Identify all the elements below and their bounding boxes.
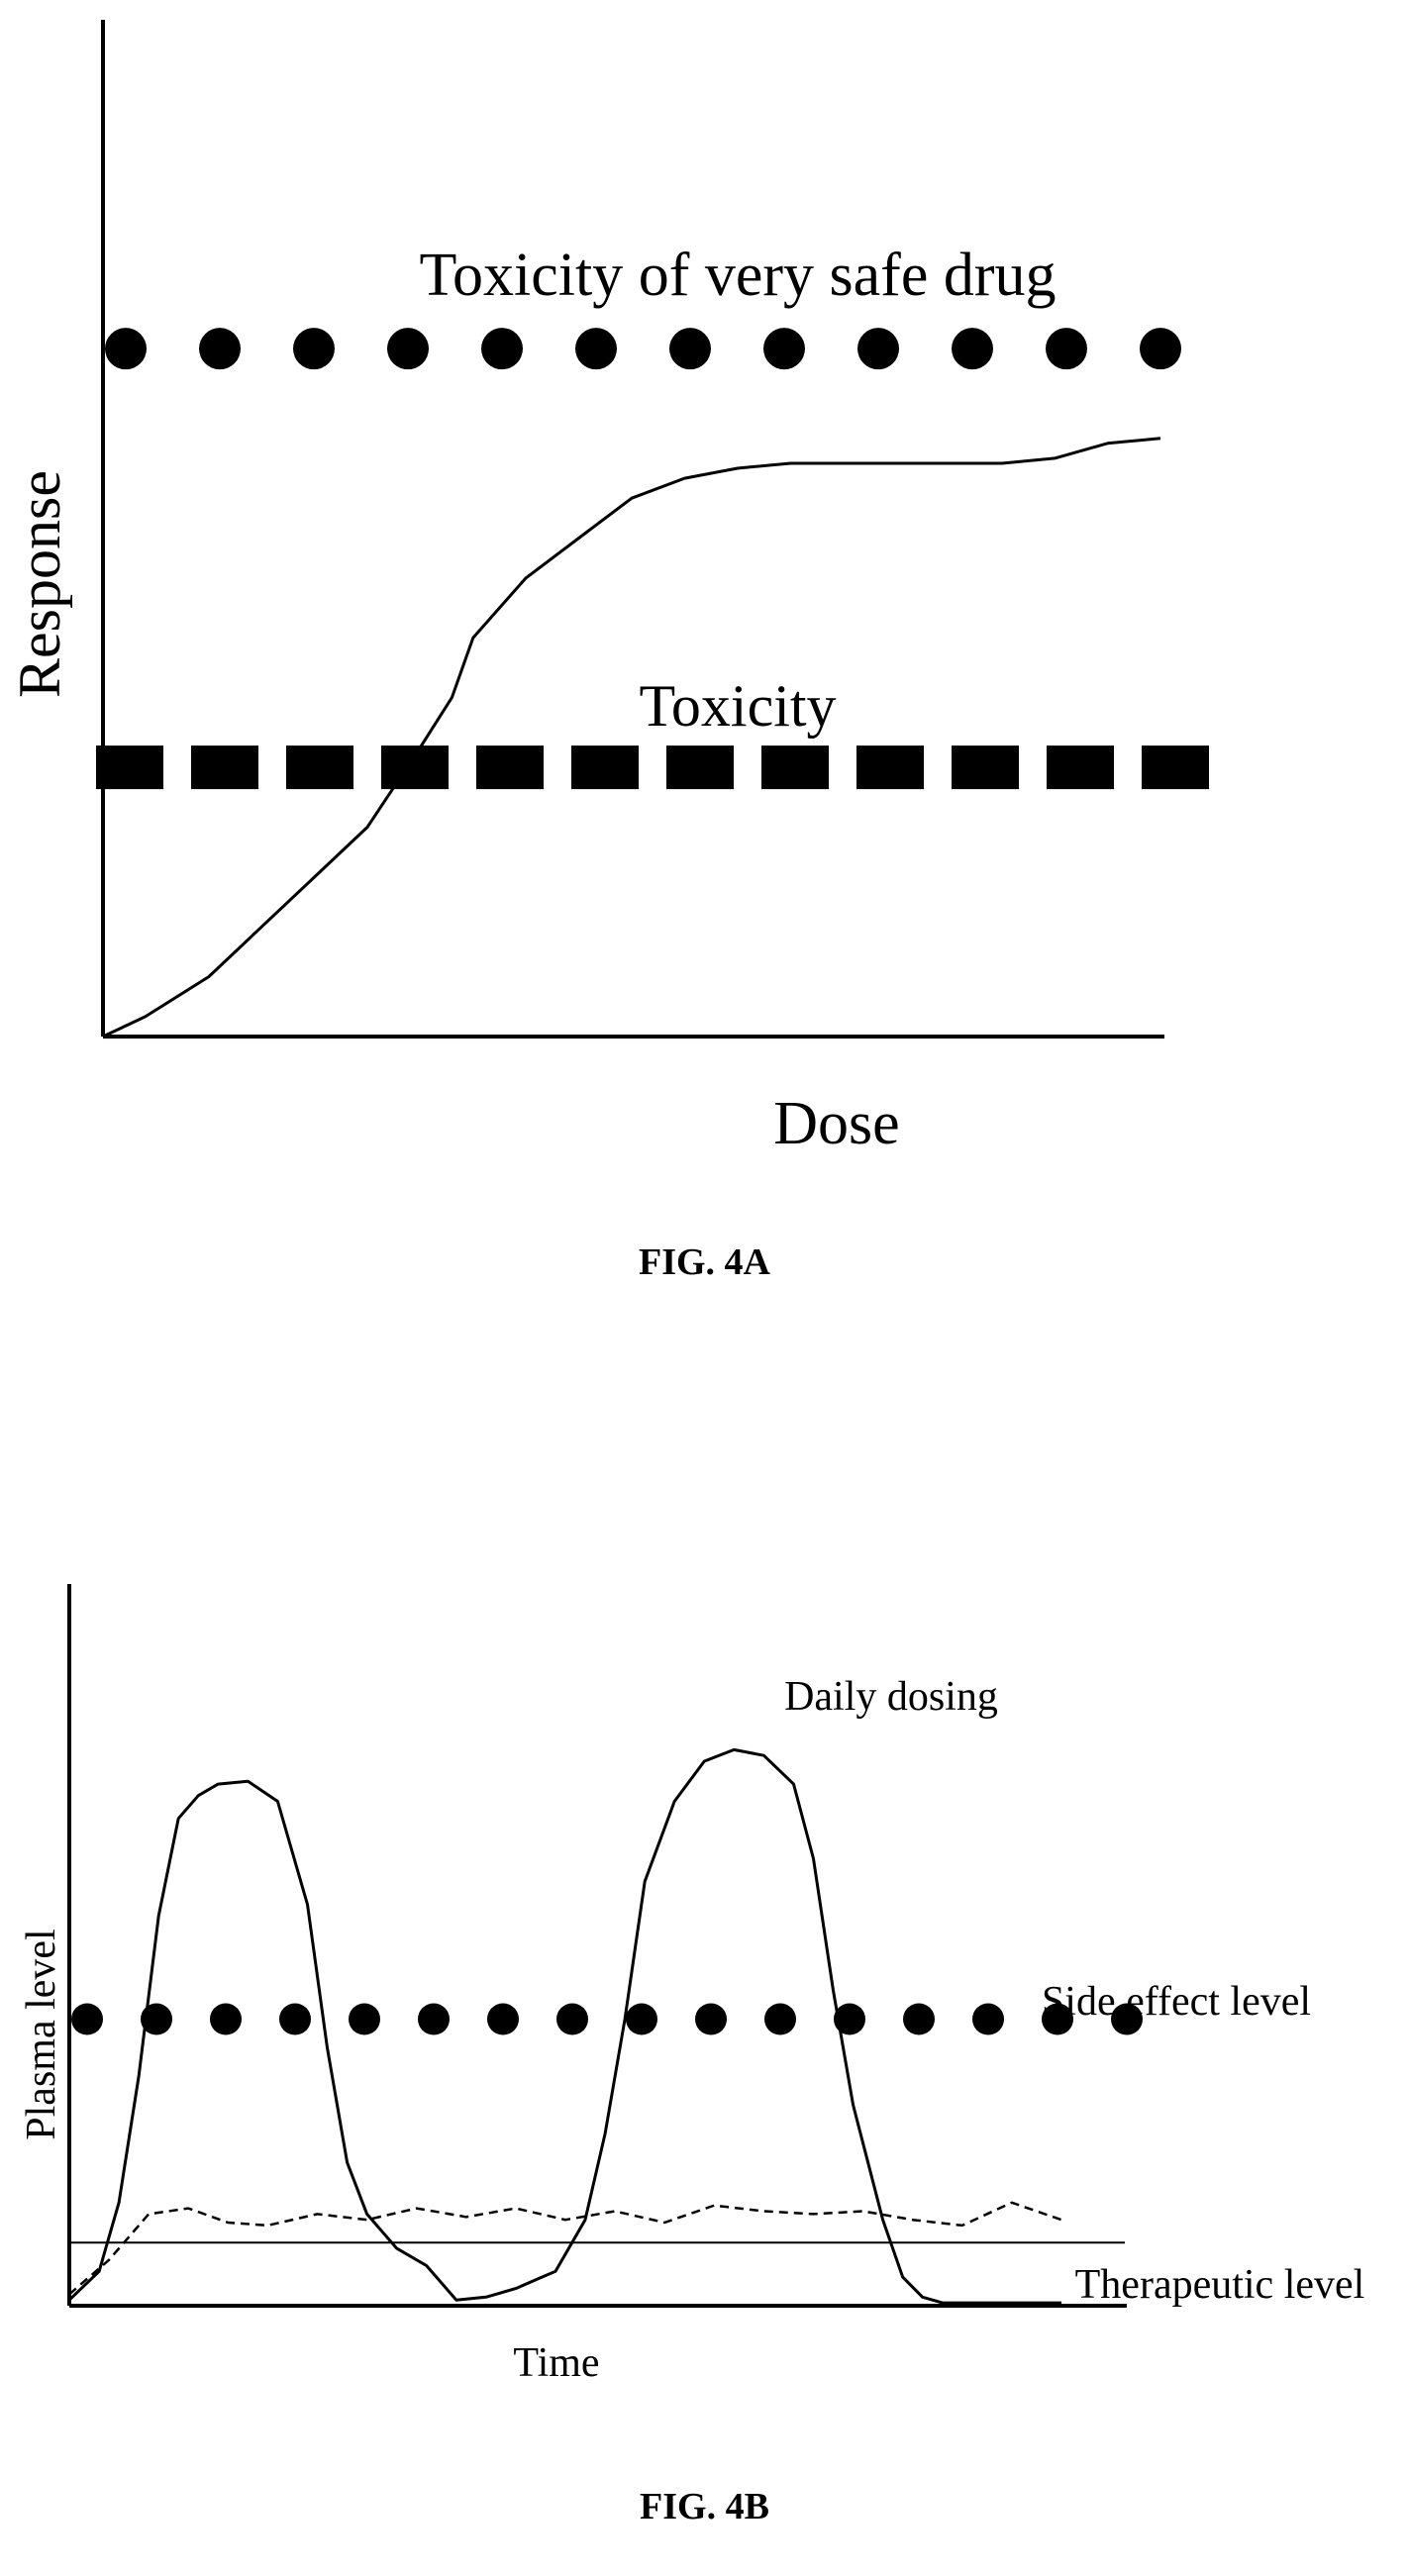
fig-4a-toxicity-squares (96, 745, 1209, 790)
fig-4b-x-axis-label: Time (513, 2340, 599, 2386)
fig-4a-ref-dot (387, 328, 429, 370)
fig-4b-ref-dot (210, 2003, 242, 2035)
fig-4a-ref-dot (481, 328, 523, 370)
fig-4a-ref-dot (857, 328, 899, 370)
fig-4b-ref-dot (695, 2003, 727, 2035)
fig-4b-dashed-curve (68, 2201, 1062, 2296)
fig-4a-x-axis-label: Dose (773, 1090, 899, 1157)
fig-4b-ref-dot (1042, 2003, 1073, 2035)
fig-4a-ref-dot (1046, 328, 1087, 370)
fig-4a-y-axis-label: Response (7, 470, 72, 698)
fig-4a-ref-square (856, 745, 924, 790)
fig-4b-daily-dosing-curve (67, 1747, 1061, 2305)
fig-4a-toxicity-label: Toxicity (639, 673, 836, 739)
fig-4a-ref-dot (952, 328, 993, 370)
fig-4a-ref-square (191, 745, 258, 790)
fig-4b-ref-dot (487, 2003, 519, 2035)
fig-4b-ref-dot (1111, 2003, 1143, 2035)
fig-4b-ref-dot (764, 2003, 796, 2035)
fig-4a-ref-square (476, 745, 544, 790)
fig-4b-ref-dot (418, 2003, 450, 2035)
fig-4b-ref-dot (556, 2003, 588, 2035)
fig-4b-daily-dosing-label: Daily dosing (784, 1674, 998, 1720)
fig-4a-ref-dot (575, 328, 617, 370)
fig-4a-ref-square (286, 745, 353, 790)
fig-4b-ref-dot (834, 2003, 865, 2035)
fig-4b-ref-dot (903, 2003, 935, 2035)
fig-4a-ref-square (666, 745, 734, 790)
fig-4a-caption: FIG. 4A (639, 1241, 770, 1283)
fig-4b-ref-dot (279, 2003, 311, 2035)
fig-4b-side-effect-label: Side effect level (1042, 1979, 1311, 2025)
fig-4a-ref-dot (669, 328, 711, 370)
fig-4a-ref-square (381, 745, 449, 790)
fig-4b-ref-dot (626, 2003, 657, 2035)
fig-4a-ref-dot (105, 328, 147, 370)
fig-4a-ref-dot (199, 328, 241, 370)
fig-4b-therapeutic-label: Therapeutic level (1075, 2262, 1365, 2308)
fig-4a-chart: Toxicity of very safe drug Toxicity Resp… (7, 20, 1209, 1157)
fig-4a-response-curve (102, 437, 1161, 1039)
fig-4b-y-axis-label: Plasma level (19, 1929, 64, 2139)
fig-4a-ref-square (761, 745, 829, 790)
fig-4b-ref-dot (141, 2003, 172, 2035)
fig-4b-ref-dot (349, 2003, 380, 2035)
fig-4a-ref-dot (293, 328, 335, 370)
fig-4a-ref-dot (763, 328, 805, 370)
fig-4a-ref-square (1142, 745, 1209, 790)
fig-4b-chart: Daily dosing Side effect level Therapeut… (19, 1584, 1364, 2386)
fig-4a-ref-dot (1140, 328, 1181, 370)
fig-4b-caption: FIG. 4B (640, 2486, 769, 2527)
fig-4a-ref-square (571, 745, 639, 790)
fig-4a-very-safe-toxicity-dots (105, 328, 1181, 370)
fig-4b-side-effect-dots (71, 2003, 1143, 2035)
fig-4b-ref-dot (972, 2003, 1004, 2035)
fig-4a-very-safe-toxicity-label: Toxicity of very safe drug (419, 242, 1056, 309)
fig-4a-ref-square (952, 745, 1019, 790)
fig-4a-ref-square (96, 745, 163, 790)
fig-4a-ref-square (1047, 745, 1114, 790)
fig-4b-ref-dot (71, 2003, 103, 2035)
